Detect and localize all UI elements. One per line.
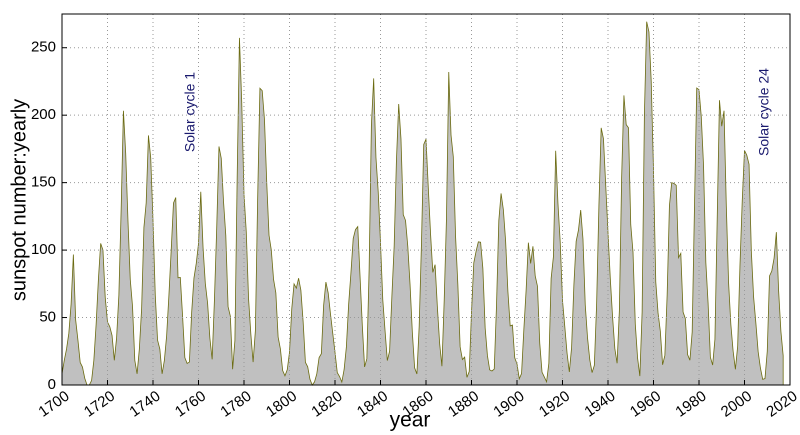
x-tick-label: 1960 — [627, 388, 664, 421]
area — [61, 21, 784, 386]
plot-frame — [61, 13, 791, 386]
x-tick-label: 1940 — [581, 388, 618, 421]
y-tick-label: 100 — [31, 241, 56, 258]
y-axis-label: sunspot number:yearly — [8, 99, 30, 301]
x-tick-label: 1980 — [672, 388, 709, 421]
x-tick-label: 1920 — [536, 388, 573, 421]
x-tick-label: 1780 — [217, 388, 254, 421]
x-tick-label: 1700 — [35, 388, 72, 421]
y-tick-label: 200 — [31, 106, 56, 123]
x-tick-label: 2000 — [718, 388, 755, 421]
x-tick-label: 1800 — [263, 388, 300, 421]
x-tick-label: 1720 — [81, 388, 118, 421]
x-tick-label: 1840 — [354, 388, 391, 421]
y-tick-label: 150 — [31, 174, 56, 191]
x-axis-label: year — [390, 409, 431, 432]
y-tick-label: 250 — [31, 39, 56, 56]
y-tick-label: 0 — [48, 376, 56, 393]
x-tick-label: 1760 — [172, 388, 209, 421]
x-tick-label: 1880 — [445, 388, 482, 421]
y-tick-label: 50 — [39, 309, 56, 326]
x-tick-label: 1740 — [126, 388, 163, 421]
x-tick-label: 2020 — [763, 388, 800, 421]
x-tick-label: 1900 — [490, 388, 527, 421]
annotation: Solar cycle 24 — [756, 68, 772, 156]
annotation: Solar cycle 1 — [182, 72, 198, 152]
x-tick-label: 1820 — [308, 388, 345, 421]
